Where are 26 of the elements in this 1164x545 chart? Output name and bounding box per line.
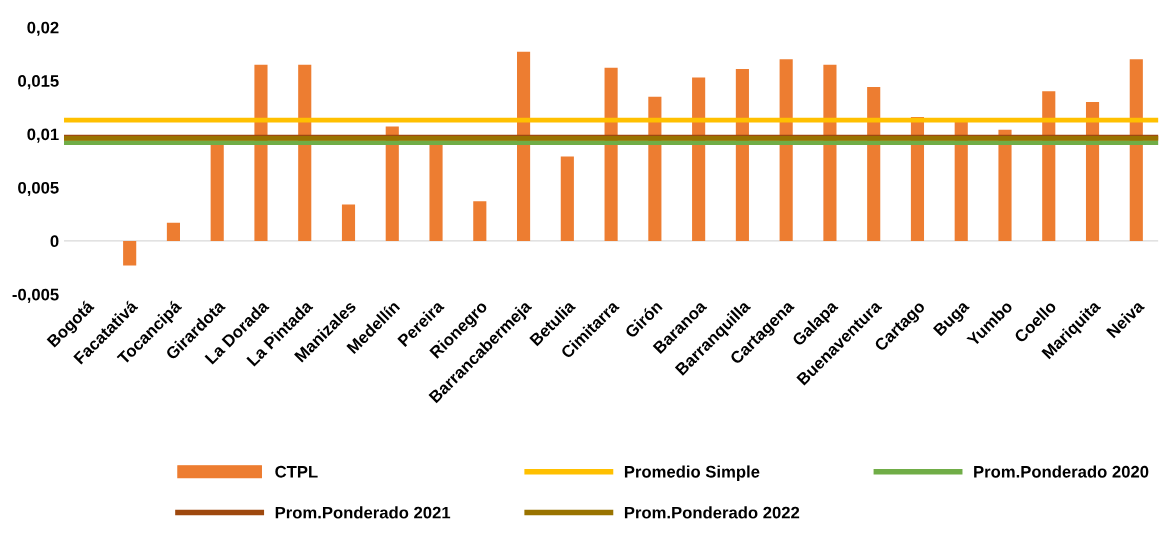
bar — [166, 222, 180, 241]
bar — [123, 240, 137, 266]
bar — [341, 204, 356, 241]
bar — [604, 67, 618, 241]
legend-label: Prom.Ponderado 2022 — [624, 506, 800, 519]
bar — [779, 59, 793, 241]
y-tick-label: 0,02 — [27, 21, 59, 36]
y-tick-label: 0,005 — [18, 181, 59, 197]
legend-label: Prom.Ponderado 2021 — [275, 506, 451, 519]
bar — [210, 142, 224, 241]
bar — [692, 77, 706, 241]
legend-label: Promedio Simple — [624, 465, 760, 481]
y-tick-label: 0,01 — [27, 128, 59, 143]
bar — [298, 64, 312, 241]
y-tick-label: 0,015 — [18, 75, 59, 90]
y-tick-label: 0 — [50, 235, 59, 248]
bar — [473, 201, 487, 241]
bar — [385, 126, 399, 241]
bar — [254, 64, 268, 241]
legend-label: CTPL — [275, 465, 318, 478]
bar — [560, 156, 574, 241]
bar — [1129, 59, 1143, 241]
bar — [517, 51, 531, 241]
bar — [823, 64, 837, 241]
legend-label: Prom.Ponderado 2020 — [974, 465, 1149, 478]
bar — [998, 129, 1012, 241]
